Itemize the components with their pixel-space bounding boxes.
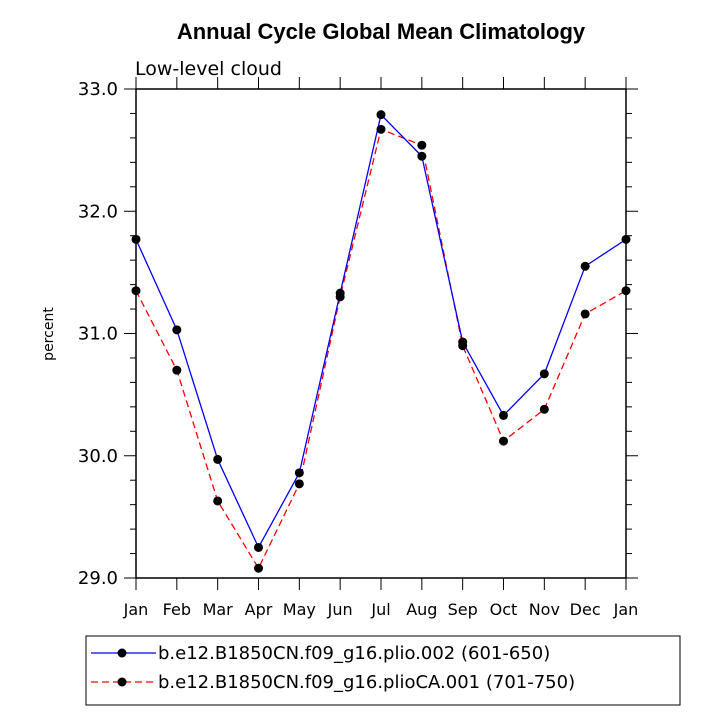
series-1-point xyxy=(458,337,468,347)
x-tick-label: Jan xyxy=(613,600,639,619)
series-1-point xyxy=(499,410,508,420)
y-tick-label: 30.0 xyxy=(78,446,118,467)
series-1-point xyxy=(172,325,182,335)
x-tick-label: Jun xyxy=(327,600,353,619)
y-tick-label: 29.0 xyxy=(78,568,118,589)
series-2-point xyxy=(417,140,427,150)
chart-title: Annual Cycle Global Mean Climatology xyxy=(177,19,586,44)
x-tick-label: Apr xyxy=(245,600,273,619)
series-1-point xyxy=(131,234,141,244)
x-tick-label: May xyxy=(283,600,316,619)
x-tick-label: Oct xyxy=(490,600,518,619)
series-1-point xyxy=(376,110,386,120)
plot-axes: 29.0 30.0 31.0 32.0 33.0 Jan Feb Mar Apr May Jun Ju… xyxy=(78,77,638,619)
x-tick-label: Aug xyxy=(406,600,437,619)
series-1-point xyxy=(335,288,345,298)
series-layer xyxy=(131,110,631,573)
y-tick-label: 33.0 xyxy=(78,79,118,100)
x-tick-label: Mar xyxy=(203,600,234,619)
series-2-point xyxy=(172,365,182,375)
series-2-point xyxy=(254,563,263,573)
chart-subtitle: Low-level cloud xyxy=(135,58,282,80)
x-tick-label: Feb xyxy=(163,600,191,619)
x-tick-label: Dec xyxy=(570,600,601,619)
series-1-point xyxy=(621,234,631,244)
series-1-point xyxy=(539,369,549,379)
x-tick-label: Jan xyxy=(123,600,149,619)
series-1-point xyxy=(580,261,590,271)
x-tick-label: Sep xyxy=(448,600,478,619)
series-2-point xyxy=(213,496,223,506)
y-tick-label: 31.0 xyxy=(78,324,118,345)
series-2-point xyxy=(621,286,631,296)
series-1-point xyxy=(417,151,427,161)
legend-label-1: b.e12.B1850CN.f09_g16.plio.002 (601-650) xyxy=(158,643,550,664)
plot-frame xyxy=(135,88,627,579)
series-2-point xyxy=(376,124,386,134)
series-1-point xyxy=(254,542,263,552)
series-2-point xyxy=(499,436,508,446)
legend-marker-2 xyxy=(117,677,127,687)
y-axis-label: percent xyxy=(41,307,57,361)
series-2-point xyxy=(131,286,141,296)
x-tick-label: Nov xyxy=(529,600,560,619)
legend-box xyxy=(85,635,681,706)
series-1-point xyxy=(294,468,304,478)
x-tick-label: Jul xyxy=(370,600,390,619)
series-line-2 xyxy=(135,128,627,570)
y-tick-label: 32.0 xyxy=(78,201,118,222)
series-line-1 xyxy=(135,113,627,549)
legend: b.e12.B1850CN.f09_g16.plio.002 (601-650)… xyxy=(85,635,681,706)
series-1-point xyxy=(213,454,223,464)
series-2-point xyxy=(539,404,549,414)
series-2-point xyxy=(294,479,304,489)
legend-marker-1 xyxy=(117,648,127,658)
series-2-point xyxy=(580,309,590,319)
legend-label-2: b.e12.B1850CN.f09_g16.plioCA.001 (701-75… xyxy=(158,672,575,693)
